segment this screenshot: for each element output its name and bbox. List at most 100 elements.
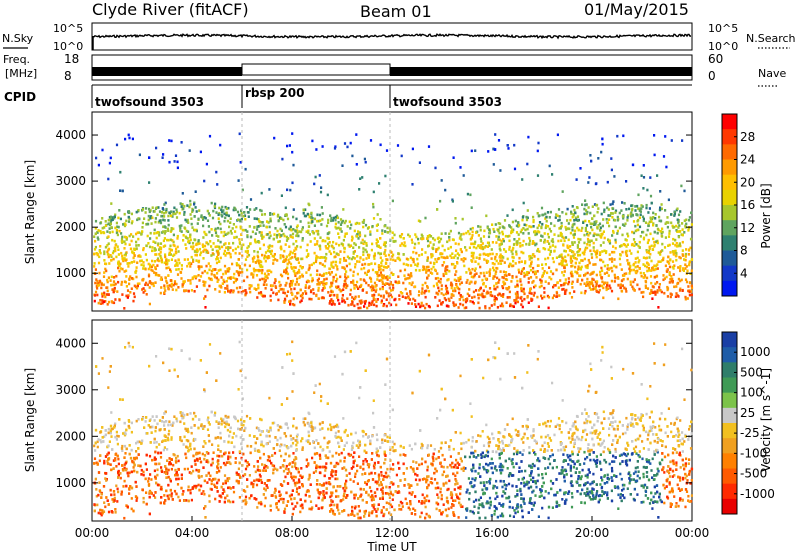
scatter-cell — [479, 271, 482, 275]
scatter-cell — [648, 249, 651, 253]
scatter-cell — [225, 246, 228, 249]
scatter-cell — [141, 288, 144, 291]
scatter-cell — [272, 262, 275, 265]
scatter-cell — [361, 220, 364, 224]
scatter-cell — [120, 237, 124, 241]
scatter-cell — [189, 238, 192, 242]
scatter-cell — [531, 436, 534, 439]
scatter-cell — [626, 216, 629, 219]
scatter-cell — [483, 252, 486, 256]
scatter-cell — [677, 266, 680, 269]
scatter-cell — [488, 274, 491, 277]
scatter-cell — [148, 156, 151, 159]
scatter-cell — [448, 232, 451, 236]
scatter-cell — [266, 233, 269, 236]
scatter-cell — [469, 402, 472, 405]
scatter-cell — [244, 167, 247, 171]
scatter-cell — [364, 262, 367, 266]
scatter-cell — [638, 259, 641, 262]
scatter-cell — [356, 260, 359, 263]
scatter-cell — [611, 269, 614, 273]
scatter-cell — [525, 218, 529, 222]
scatter-cell — [665, 275, 668, 279]
scatter-cell — [434, 296, 437, 299]
scatter-cell — [103, 250, 106, 253]
scatter-cell — [525, 223, 528, 227]
scatter-cell — [195, 468, 198, 472]
scatter-cell — [485, 271, 488, 274]
scatter-cell — [606, 281, 609, 285]
scatter-cell — [558, 218, 561, 222]
scatter-cell — [475, 289, 478, 292]
scatter-cell — [166, 227, 169, 231]
scatter-cell — [240, 217, 243, 221]
scatter-cell — [288, 245, 291, 248]
cpid-segment-1: twofsound 3503 — [95, 95, 204, 109]
scatter-cell — [317, 281, 320, 284]
scatter-cell — [352, 246, 355, 249]
scatter-cell — [524, 469, 527, 473]
scatter-cell — [574, 211, 577, 215]
scatter-cell — [614, 238, 617, 242]
scatter-cell — [381, 280, 384, 284]
scatter-cell — [545, 224, 548, 227]
scatter-cell — [162, 218, 165, 222]
scatter-cell — [510, 231, 513, 235]
scatter-cell — [321, 256, 324, 259]
scatter-cell — [214, 202, 217, 206]
scatter-cell — [103, 259, 106, 262]
scatter-cell — [360, 301, 363, 304]
scatter-cell — [212, 209, 215, 213]
scatter-cell — [268, 225, 271, 229]
scatter-cell — [549, 230, 553, 233]
scatter-cell — [274, 286, 278, 289]
scatter-cell — [238, 252, 241, 255]
scatter-cell — [133, 260, 136, 263]
scatter-cell — [571, 280, 574, 284]
scatter-cell — [632, 280, 635, 284]
scatter-cell — [354, 243, 357, 247]
scatter-cell — [662, 258, 665, 261]
scatter-cell — [115, 255, 118, 259]
scatter-cell — [229, 229, 232, 233]
scatter-cell — [519, 280, 522, 283]
scatter-cell — [464, 257, 467, 261]
scatter-cell — [499, 169, 502, 172]
scatter-cell — [123, 253, 126, 257]
scatter-cell — [109, 215, 113, 219]
scatter-cell — [176, 237, 179, 240]
scatter-cell — [502, 239, 505, 243]
scatter-cell — [548, 425, 551, 428]
scatter-cell — [490, 248, 493, 251]
scatter-cell — [94, 290, 98, 294]
scatter-cell — [299, 220, 302, 223]
scatter-cell — [436, 237, 439, 240]
scatter-cell — [471, 300, 474, 304]
scatter-cell — [375, 238, 378, 241]
scatter-cell — [527, 135, 530, 139]
scatter-cell — [545, 219, 548, 223]
scatter-cell — [528, 291, 531, 295]
scatter-cell — [625, 245, 628, 248]
scatter-cell — [603, 281, 606, 285]
scatter-cell — [216, 280, 219, 283]
scatter-cell — [579, 267, 582, 270]
scatter-cell — [151, 259, 154, 263]
scatter-cell — [592, 234, 595, 237]
scatter-cell — [498, 278, 501, 282]
scatter-cell — [325, 246, 328, 250]
scatter-cell — [206, 288, 209, 292]
scatter-cell — [474, 240, 477, 244]
scatter-cell — [624, 222, 627, 226]
scatter-cell — [551, 257, 554, 260]
scatter-cell — [123, 270, 126, 273]
scatter-cell — [670, 221, 673, 225]
scatter-cell — [676, 483, 679, 487]
scatter-cell — [319, 219, 322, 222]
scatter-cell — [308, 285, 311, 288]
scatter-cell — [299, 288, 302, 292]
scatter-cell — [515, 275, 518, 279]
scatter-cell — [130, 212, 133, 216]
scatter-cell — [540, 279, 543, 283]
scatter-cell — [148, 210, 151, 214]
